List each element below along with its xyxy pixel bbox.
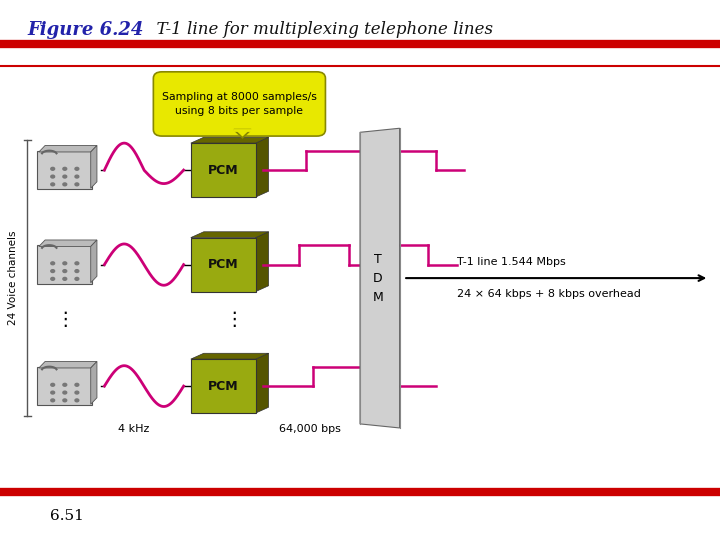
Circle shape <box>51 175 55 178</box>
Circle shape <box>51 262 55 265</box>
FancyBboxPatch shape <box>153 72 325 136</box>
FancyBboxPatch shape <box>37 245 92 284</box>
Circle shape <box>63 183 67 186</box>
Circle shape <box>75 183 78 186</box>
Circle shape <box>75 383 78 386</box>
Text: PCM: PCM <box>208 380 238 393</box>
FancyBboxPatch shape <box>191 238 256 292</box>
Circle shape <box>51 399 55 402</box>
Polygon shape <box>39 361 97 368</box>
Circle shape <box>75 262 78 265</box>
Polygon shape <box>256 353 269 413</box>
Polygon shape <box>39 145 97 152</box>
Circle shape <box>51 269 55 273</box>
Circle shape <box>51 167 55 170</box>
Circle shape <box>75 269 78 273</box>
Text: ⋮: ⋮ <box>224 310 244 329</box>
Circle shape <box>51 391 55 394</box>
Circle shape <box>51 278 55 280</box>
Circle shape <box>75 278 78 280</box>
Circle shape <box>75 167 78 170</box>
FancyBboxPatch shape <box>191 143 256 197</box>
Text: T-1 line for multiplexing telephone lines: T-1 line for multiplexing telephone line… <box>146 21 493 38</box>
Polygon shape <box>91 240 97 283</box>
Polygon shape <box>191 232 269 238</box>
Text: 24 Voice channels: 24 Voice channels <box>8 231 18 325</box>
Text: ⋮: ⋮ <box>55 310 75 329</box>
Polygon shape <box>234 130 251 138</box>
Polygon shape <box>191 137 269 143</box>
Text: Sampling at 8000 samples/s
using 8 bits per sample: Sampling at 8000 samples/s using 8 bits … <box>162 92 317 116</box>
Circle shape <box>63 391 67 394</box>
Text: 24 × 64 kbps + 8 kbps overhead: 24 × 64 kbps + 8 kbps overhead <box>457 289 641 299</box>
Circle shape <box>63 278 67 280</box>
Polygon shape <box>256 137 269 197</box>
Circle shape <box>75 175 78 178</box>
Circle shape <box>63 175 67 178</box>
Text: Figure 6.24: Figure 6.24 <box>27 21 144 39</box>
Polygon shape <box>256 232 269 292</box>
Circle shape <box>63 167 67 170</box>
Polygon shape <box>39 240 97 246</box>
Text: 6.51: 6.51 <box>50 509 84 523</box>
Text: PCM: PCM <box>208 164 238 177</box>
Circle shape <box>75 399 78 402</box>
Circle shape <box>63 399 67 402</box>
Text: PCM: PCM <box>208 258 238 271</box>
FancyBboxPatch shape <box>37 151 92 190</box>
Circle shape <box>75 391 78 394</box>
Polygon shape <box>191 353 269 359</box>
FancyBboxPatch shape <box>191 359 256 413</box>
Polygon shape <box>360 128 400 428</box>
Circle shape <box>63 262 67 265</box>
Circle shape <box>51 383 55 386</box>
Circle shape <box>51 183 55 186</box>
Text: T-1 line 1.544 Mbps: T-1 line 1.544 Mbps <box>457 257 566 267</box>
Polygon shape <box>91 145 97 188</box>
Text: 64,000 bps: 64,000 bps <box>279 424 341 434</box>
Polygon shape <box>91 361 97 404</box>
Circle shape <box>63 383 67 386</box>
FancyBboxPatch shape <box>37 367 92 406</box>
Text: T
D
M: T D M <box>372 253 383 303</box>
Text: 4 kHz: 4 kHz <box>117 424 149 434</box>
Circle shape <box>63 269 67 273</box>
